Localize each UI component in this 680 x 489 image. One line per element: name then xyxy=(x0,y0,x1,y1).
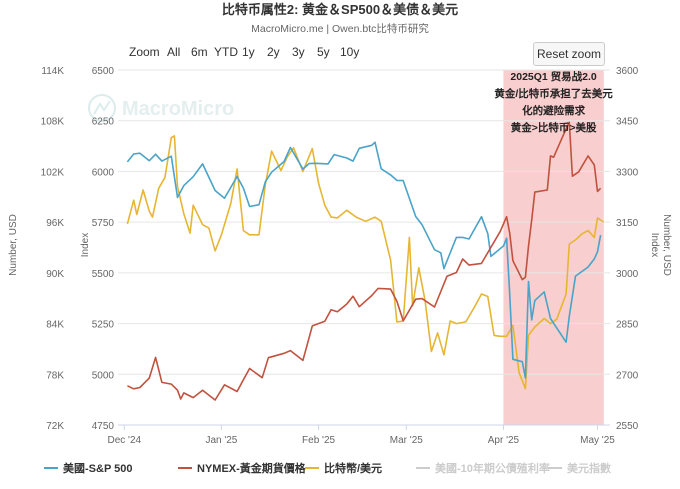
zoom-button-6m[interactable]: 6m xyxy=(191,45,208,59)
zoom-label: Zoom xyxy=(129,45,160,59)
zoom-bar: Zoom All 6m YTD 1y 2y 3y 5y 10y xyxy=(129,45,359,59)
right-inner-tick-label: 3300 xyxy=(616,167,639,178)
chart-subtitle: MacroMicro.me | Owen.btc比特币研究 xyxy=(251,22,429,35)
x-tick-label: Feb '25 xyxy=(302,435,335,446)
zoom-button-1y[interactable]: 1y xyxy=(242,45,255,59)
right-inner-axis-label: Index xyxy=(649,233,660,257)
left-outer-tick-label: 96K xyxy=(46,218,64,229)
left-inner-tick-label: 6000 xyxy=(92,167,115,178)
x-tick-label: Mar '25 xyxy=(390,435,423,446)
annotation-line: 化的避险需求 xyxy=(522,104,585,117)
annotation-line: 2025Q1 贸易战2.0 xyxy=(510,70,597,83)
zoom-button-2y[interactable]: 2y xyxy=(267,45,280,59)
annotation-line: 黄金/比特币承担了去美元 xyxy=(494,87,613,100)
left-outer-tick-label: 108K xyxy=(41,117,65,128)
series-line-2 xyxy=(126,135,605,390)
legend-item[interactable]: NYMEX-黃金期貨價格 xyxy=(178,461,307,475)
watermark-text: MacroMicro xyxy=(122,98,234,120)
x-tick-label: May '25 xyxy=(580,435,615,446)
left-inner-tick-label: 6500 xyxy=(92,66,115,77)
legend-item[interactable]: 美國-10年期公債殖利率 xyxy=(416,461,550,475)
x-tick-label: Dec '24 xyxy=(107,435,141,446)
legend-label: 美國-S&P 500 xyxy=(63,461,133,475)
right-outer-axis-label: Number, USD xyxy=(661,214,672,276)
right-inner-tick-label: 3450 xyxy=(616,117,639,128)
left-inner-tick-label: 5750 xyxy=(92,218,115,229)
left-outer-axis-label: Number, USD xyxy=(8,214,19,276)
legend-label: 比特幣/美元 xyxy=(324,461,382,475)
legend: 美國-S&P 500 NYMEX-黃金期貨價格 比特幣/美元 美國-10年期公債殖利率… xyxy=(44,461,611,475)
series-line-0 xyxy=(126,141,602,379)
highlight-band xyxy=(503,70,604,425)
legend-item[interactable]: 美國-S&P 500 xyxy=(44,461,133,475)
left-outer-tick-label: 90K xyxy=(46,269,64,280)
left-inner-tick-label: 6250 xyxy=(92,117,115,128)
right-inner-tick-label: 2550 xyxy=(616,421,639,432)
zoom-button-10y[interactable]: 10y xyxy=(340,45,359,59)
x-tick-label: Jan '25 xyxy=(205,435,237,446)
x-tick-label: Apr '25 xyxy=(488,435,520,446)
left-outer-tick-label: 114K xyxy=(41,66,64,77)
zoom-button-ytd[interactable]: YTD xyxy=(214,45,238,59)
right-inner-tick-label: 2850 xyxy=(616,320,639,331)
left-outer-tick-label: 78K xyxy=(46,370,64,381)
reset-zoom-button[interactable]: Reset zoom xyxy=(533,42,605,66)
gridlines xyxy=(118,69,610,426)
left-outer-tick-label: 84K xyxy=(46,320,64,331)
legend-label: 美元指數 xyxy=(567,461,611,475)
left-outer-tick-label: 102K xyxy=(41,167,65,178)
chart-title: 比特币属性2: 黄金＆SP500＆美债＆美元 xyxy=(222,2,458,17)
left-inner-axis-label: Index xyxy=(80,233,91,257)
zoom-button-5y[interactable]: 5y xyxy=(317,45,330,59)
legend-item[interactable]: 美元指數 xyxy=(548,461,611,475)
left-inner-tick-label: 4750 xyxy=(92,421,115,432)
zoom-button-3y[interactable]: 3y xyxy=(292,45,305,59)
zoom-button-all[interactable]: All xyxy=(167,45,180,59)
watermark: MacroMicro xyxy=(88,94,234,122)
series-line-1 xyxy=(127,121,602,401)
watermark-logo-mark xyxy=(93,100,111,115)
legend-label: NYMEX-黃金期貨價格 xyxy=(197,461,307,475)
left-outer-tick-label: 72K xyxy=(46,421,64,432)
annotation-line: 黄金>比特币>美股 xyxy=(511,121,597,134)
left-inner-tick-label: 5250 xyxy=(92,320,115,331)
right-inner-tick-label: 2700 xyxy=(616,370,639,381)
legend-label: 美國-10年期公債殖利率 xyxy=(435,461,550,475)
right-inner-tick-label: 3000 xyxy=(616,269,639,280)
right-inner-tick-label: 3600 xyxy=(616,66,639,77)
left-inner-tick-label: 5500 xyxy=(92,269,115,280)
watermark-logo-icon xyxy=(88,94,116,122)
right-inner-tick-label: 3150 xyxy=(616,218,639,229)
legend-item[interactable]: 比特幣/美元 xyxy=(305,461,382,475)
left-inner-tick-label: 5000 xyxy=(92,370,115,381)
